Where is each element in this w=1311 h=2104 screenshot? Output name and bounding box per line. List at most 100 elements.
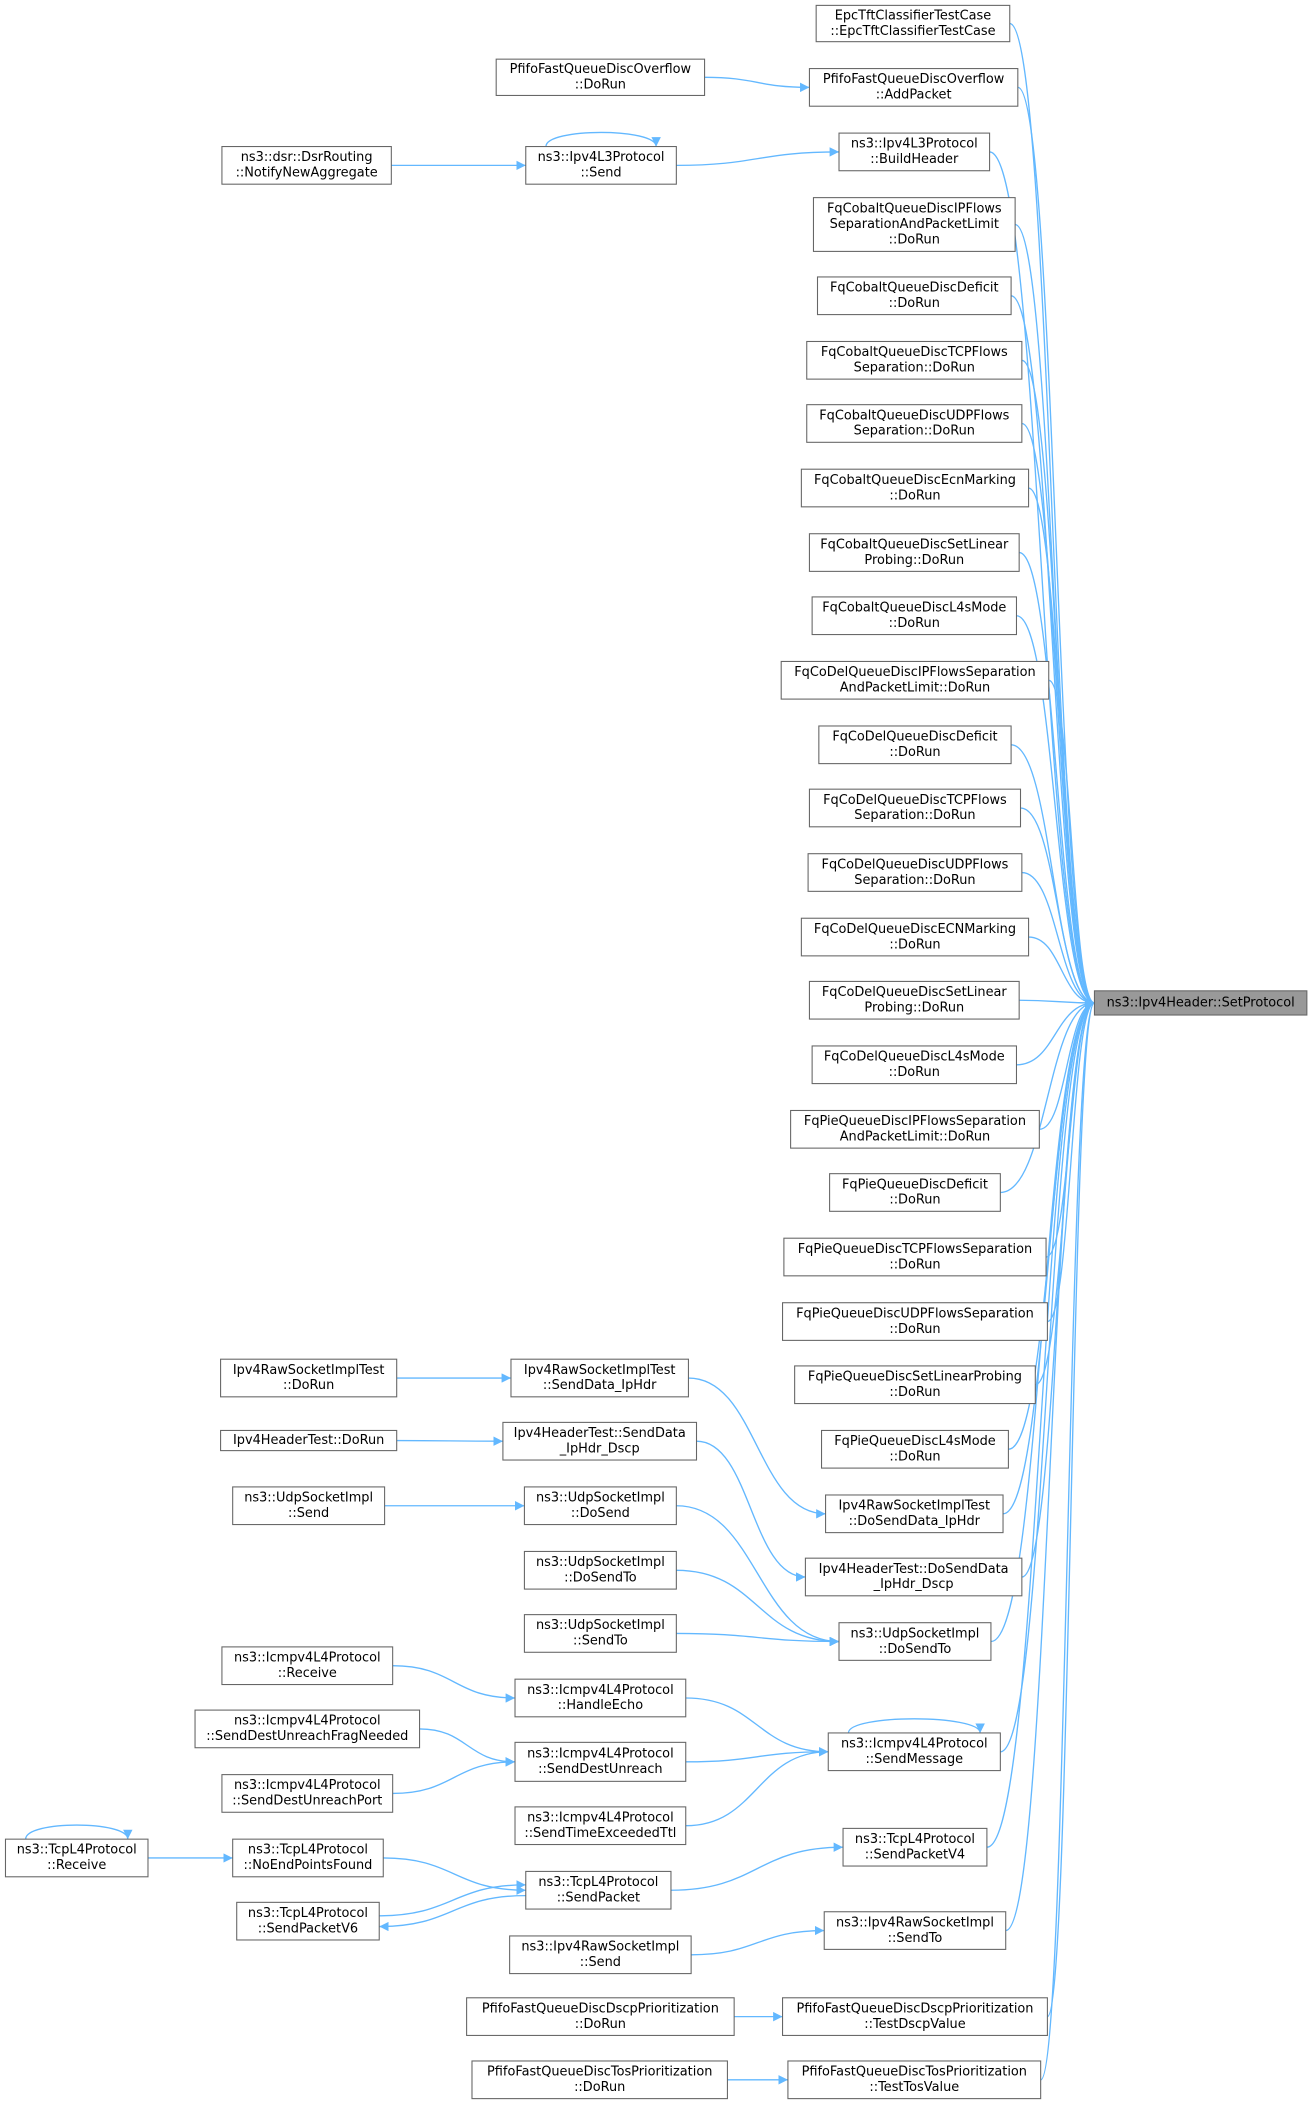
- node-box[interactable]: [782, 1302, 1048, 1341]
- node-label[interactable]: ns3::Ipv4RawSocketImpl: [836, 1915, 994, 1930]
- node-label[interactable]: FqCoDelQueueDiscTCPFlows: [823, 793, 1007, 808]
- node-label[interactable]: ::SendData_IpHdr: [543, 1378, 657, 1393]
- node-label[interactable]: _IpHdr_Dscp: [873, 1577, 954, 1592]
- node-label[interactable]: ::TestTosValue: [869, 2080, 959, 2095]
- node-box[interactable]: [194, 1709, 421, 1749]
- node-label[interactable]: ::SendDestUnreachFragNeeded: [206, 1729, 408, 1744]
- caller-node[interactable]: FqPieQueueDiscUDPFlowsSeparation::DoRun: [782, 1302, 1048, 1341]
- node-label[interactable]: ns3::UdpSocketImpl: [536, 1555, 665, 1570]
- node-box[interactable]: [838, 1622, 992, 1661]
- node-label[interactable]: ::Send: [580, 1955, 621, 1970]
- node-label[interactable]: Ipv4HeaderTest::SendData: [514, 1426, 686, 1441]
- caller-node[interactable]: FqCoDelQueueDiscECNMarking::DoRun: [800, 917, 1030, 957]
- node-label[interactable]: ns3::Ipv4L3Protocol: [538, 150, 665, 165]
- node-box[interactable]: [221, 146, 392, 185]
- caller-node[interactable]: Ipv4RawSocketImplTest::DoRun: [220, 1358, 398, 1398]
- node-label[interactable]: ::DoRun: [283, 1378, 334, 1393]
- node-label[interactable]: FqPieQueueDiscTCPFlowsSeparation: [798, 1242, 1032, 1257]
- node-label[interactable]: FqPieQueueDiscSetLinearProbing: [808, 1370, 1022, 1385]
- caller-node[interactable]: ns3::Icmpv4L4Protocol::SendDestUnreach: [514, 1741, 687, 1782]
- caller-node[interactable]: FqCobaltQueueDiscDeficit::DoRun: [816, 276, 1012, 316]
- caller-node[interactable]: PfifoFastQueueDiscDscpPrioritization::Te…: [782, 1997, 1048, 2036]
- caller-node[interactable]: ns3::Ipv4L3Protocol::Send: [525, 146, 677, 185]
- node-label[interactable]: SeparationAndPacketLimit: [830, 217, 999, 232]
- caller-node[interactable]: FqPieQueueDiscDeficit::DoRun: [829, 1173, 1001, 1212]
- node-label[interactable]: ns3::TcpL4Protocol: [17, 1843, 137, 1858]
- caller-node[interactable]: ns3::Icmpv4L4Protocol::SendDestUnreachPo…: [221, 1774, 394, 1813]
- node-label[interactable]: ::DoRun: [889, 1065, 940, 1080]
- node-label[interactable]: ns3::Icmpv4L4Protocol: [527, 1747, 674, 1762]
- caller-node[interactable]: ns3::UdpSocketImpl::DoSend: [523, 1486, 677, 1526]
- node-label[interactable]: FqCoDelQueueDiscL4sMode: [824, 1050, 1005, 1065]
- node-box[interactable]: [800, 917, 1030, 957]
- caller-node[interactable]: EpcTftClassifierTestCase::EpcTftClassifi…: [815, 4, 1011, 43]
- node-box[interactable]: [815, 4, 1011, 43]
- node-label[interactable]: ns3::Ipv4L3Protocol: [851, 137, 978, 152]
- caller-node[interactable]: ns3::TcpL4Protocol::NoEndPointsFound: [232, 1838, 384, 1878]
- node-label[interactable]: FqCobaltQueueDiscUDPFlows: [819, 408, 1009, 423]
- node-label[interactable]: ::Receive: [278, 1666, 337, 1681]
- caller-node[interactable]: PfifoFastQueueDiscOverflow::DoRun: [495, 58, 706, 96]
- node-label[interactable]: ns3::Ipv4RawSocketImpl: [521, 1940, 679, 1955]
- node-label[interactable]: ::DoRun: [889, 1385, 940, 1400]
- node-label[interactable]: FqPieQueueDiscDeficit: [842, 1177, 988, 1192]
- caller-node[interactable]: PfifoFastQueueDiscTosPrioritization::DoR…: [471, 2060, 728, 2100]
- node-label[interactable]: ::DoRun: [574, 2080, 625, 2095]
- node-label[interactable]: FqCobaltQueueDiscEcnMarking: [814, 473, 1016, 488]
- node-label[interactable]: ::SendDestUnreach: [538, 1762, 663, 1777]
- node-label[interactable]: ::SendPacketV4: [865, 1847, 965, 1862]
- node-label[interactable]: ns3::Icmpv4L4Protocol: [234, 1778, 381, 1793]
- caller-node[interactable]: FqCoDelQueueDiscDeficit::DoRun: [818, 725, 1012, 765]
- node-box[interactable]: [790, 1109, 1040, 1149]
- node-label[interactable]: Probing::DoRun: [864, 1000, 964, 1015]
- node-label[interactable]: FqPieQueueDiscIPFlowsSeparation: [804, 1114, 1026, 1129]
- node-box[interactable]: [525, 1870, 672, 1910]
- node-box[interactable]: [827, 1732, 1001, 1772]
- node-box[interactable]: [804, 1557, 1023, 1597]
- caller-node[interactable]: ns3::UdpSocketImpl::Send: [232, 1486, 386, 1526]
- node-box[interactable]: [471, 2060, 728, 2100]
- node-label[interactable]: Probing::DoRun: [864, 553, 964, 568]
- node-label[interactable]: Separation::DoRun: [854, 424, 975, 439]
- node-label[interactable]: ::DoRun: [575, 2017, 626, 2032]
- caller-node[interactable]: ns3::Icmpv4L4Protocol::SendMessage: [827, 1732, 1001, 1772]
- node-label[interactable]: Separation::DoRun: [854, 808, 975, 823]
- node-box[interactable]: [236, 1901, 380, 1941]
- node-label[interactable]: ::NoEndPointsFound: [244, 1858, 373, 1873]
- caller-node[interactable]: ns3::TcpL4Protocol::SendPacket: [525, 1870, 672, 1910]
- node-label[interactable]: ns3::Icmpv4L4Protocol: [527, 1810, 674, 1825]
- node-label[interactable]: Ipv4HeaderTest::DoSendData: [819, 1562, 1009, 1577]
- node-label[interactable]: PfifoFastQueueDiscOverflow: [823, 72, 1004, 87]
- node-label[interactable]: ::SendTimeExceededTtl: [524, 1826, 676, 1841]
- node-box[interactable]: [509, 1935, 692, 1975]
- caller-node[interactable]: ns3::Icmpv4L4Protocol::HandleEcho: [514, 1678, 687, 1718]
- node-label[interactable]: ::DoRun: [889, 616, 940, 631]
- caller-node[interactable]: FqCoDelQueueDiscL4sMode::DoRun: [811, 1045, 1018, 1085]
- node-box[interactable]: [825, 1494, 1004, 1534]
- caller-node[interactable]: FqPieQueueDiscL4sMode::DoRun: [820, 1429, 1009, 1469]
- node-label[interactable]: ::DoRun: [889, 937, 940, 952]
- node-box[interactable]: [829, 1173, 1001, 1212]
- caller-node[interactable]: FqCoDelQueueDiscTCPFlowsSeparation::DoRu…: [808, 788, 1022, 828]
- node-label[interactable]: Ipv4RawSocketImplTest: [233, 1363, 385, 1378]
- node-label[interactable]: Separation::DoRun: [854, 361, 975, 376]
- node-label[interactable]: ::SendTo: [888, 1931, 943, 1946]
- node-box[interactable]: [808, 980, 1020, 1020]
- caller-node[interactable]: ns3::Ipv4L3Protocol::BuildHeader: [838, 132, 991, 172]
- node-box[interactable]: [502, 1421, 698, 1461]
- node-label[interactable]: ::DoSend: [571, 1506, 630, 1521]
- caller-node[interactable]: ns3::Icmpv4L4Protocol::SendTimeExceededT…: [514, 1806, 687, 1846]
- node-label[interactable]: ns3::Icmpv4L4Protocol: [841, 1737, 988, 1752]
- node-label[interactable]: ::DoRun: [889, 745, 940, 760]
- node-box[interactable]: [514, 1806, 687, 1846]
- caller-node[interactable]: ns3::UdpSocketImpl::DoSendTo: [838, 1622, 992, 1661]
- caller-node[interactable]: ns3::TcpL4Protocol::Receive: [4, 1838, 149, 1878]
- node-label[interactable]: _IpHdr_Dscp: [559, 1441, 640, 1456]
- caller-node[interactable]: ns3::Ipv4RawSocketImpl::Send: [509, 1935, 692, 1975]
- caller-node[interactable]: PfifoFastQueueDiscOverflow::AddPacket: [808, 68, 1019, 107]
- node-label[interactable]: ::SendDestUnreachPort: [232, 1794, 382, 1809]
- node-label[interactable]: ::DoRun: [889, 488, 940, 503]
- node-box[interactable]: [812, 197, 1016, 252]
- caller-node[interactable]: FqCoDelQueueDiscUDPFlowsSeparation::DoRu…: [807, 853, 1023, 892]
- caller-node[interactable]: FqPieQueueDiscTCPFlowsSeparation::DoRun: [783, 1237, 1047, 1277]
